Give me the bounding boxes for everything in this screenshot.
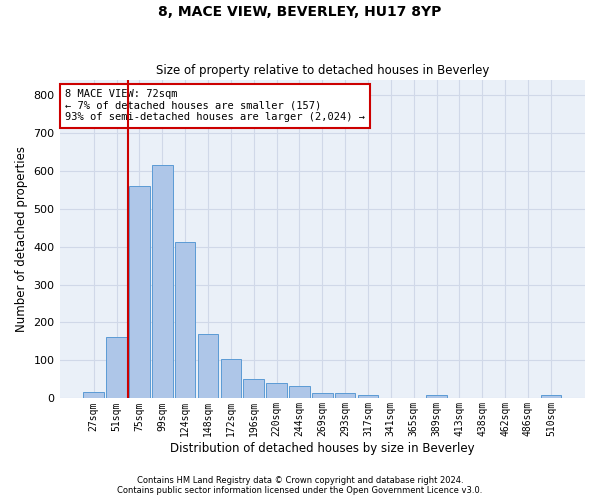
Bar <box>106 336 127 398</box>
Bar <box>358 394 378 398</box>
Bar <box>541 396 561 398</box>
Bar <box>266 383 287 398</box>
Text: 8, MACE VIEW, BEVERLEY, HU17 8YP: 8, MACE VIEW, BEVERLEY, HU17 8YP <box>158 5 442 19</box>
Bar <box>83 392 104 398</box>
Y-axis label: Number of detached properties: Number of detached properties <box>15 146 28 332</box>
Title: Size of property relative to detached houses in Beverley: Size of property relative to detached ho… <box>155 64 489 77</box>
Text: 8 MACE VIEW: 72sqm
← 7% of detached houses are smaller (157)
93% of semi-detache: 8 MACE VIEW: 72sqm ← 7% of detached hous… <box>65 89 365 122</box>
Bar <box>244 378 264 398</box>
Bar <box>221 360 241 399</box>
Bar <box>312 392 332 398</box>
Bar <box>129 186 150 398</box>
Bar <box>335 393 355 398</box>
Bar <box>175 242 196 398</box>
Bar <box>152 165 173 398</box>
Bar <box>198 334 218 398</box>
X-axis label: Distribution of detached houses by size in Beverley: Distribution of detached houses by size … <box>170 442 475 455</box>
Bar <box>289 386 310 398</box>
Text: Contains HM Land Registry data © Crown copyright and database right 2024.
Contai: Contains HM Land Registry data © Crown c… <box>118 476 482 495</box>
Bar <box>426 396 447 398</box>
